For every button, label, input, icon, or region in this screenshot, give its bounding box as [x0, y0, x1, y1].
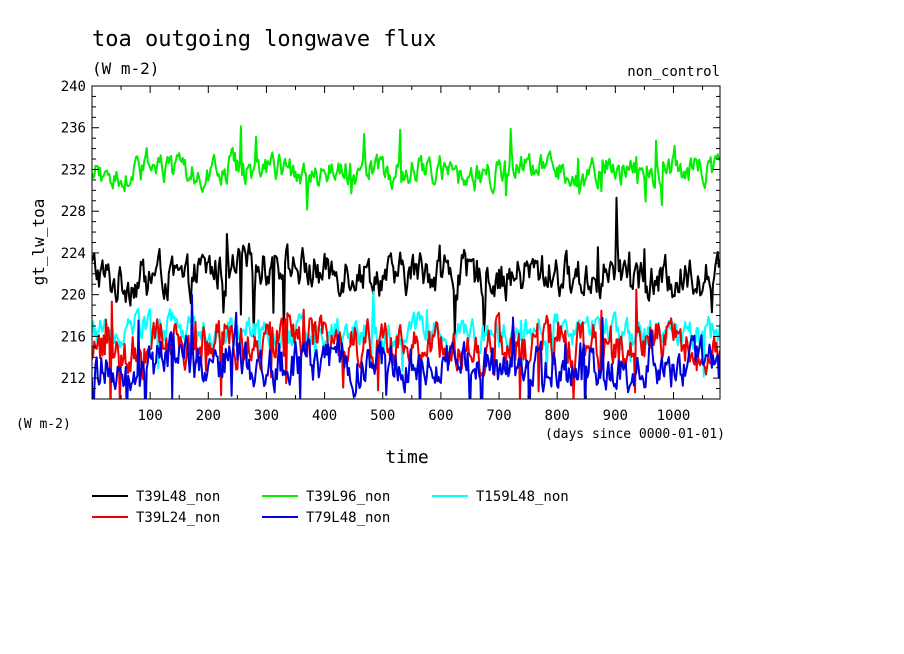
y-tick-label: 228 — [61, 204, 86, 220]
x-tick-label: 800 — [545, 408, 570, 424]
y-tick-label: 224 — [61, 246, 86, 262]
y-ticks: 212 216 220 224 228 232 236 240 — [61, 79, 720, 390]
x-tick-label: 200 — [196, 408, 221, 424]
y-tick-label: 240 — [61, 79, 86, 95]
x-tick-label: 300 — [254, 408, 279, 424]
legend-label: T39L96_non — [306, 489, 390, 505]
series-line-T39L96_non — [92, 125, 720, 211]
series-line-T39L24_non — [92, 288, 720, 399]
run-label: non_control — [627, 64, 720, 80]
chart-subtitle: (W m-2) — [92, 59, 159, 78]
series-layer — [92, 125, 720, 399]
y-axis-label: gt_lw_toa — [29, 199, 48, 286]
legend-label: T159L48_non — [476, 489, 569, 505]
x-tick-label: 500 — [370, 408, 395, 424]
y-tick-label: 212 — [61, 371, 86, 387]
y-axis-unit: (W m-2) — [16, 417, 71, 432]
legend: T39L48_non T39L96_non T159L48_non T39L24_no… — [92, 489, 569, 526]
legend-label: T39L24_non — [136, 510, 220, 526]
y-tick-label: 236 — [61, 121, 86, 137]
x-tick-label: 1000 — [657, 408, 691, 424]
y-tick-label: 220 — [61, 288, 86, 304]
x-tick-label: 900 — [603, 408, 628, 424]
x-tick-label: 100 — [137, 408, 162, 424]
series-line-T39L48_non — [92, 196, 720, 338]
x-tick-label: 400 — [312, 408, 337, 424]
x-tick-label: 700 — [486, 408, 511, 424]
x-axis-unit: (days since 0000-01-01) — [545, 427, 725, 442]
y-tick-label: 232 — [61, 162, 86, 178]
x-ticks: 100 200 300 400 500 600 700 800 900 1000 — [120, 86, 704, 424]
legend-label: T79L48_non — [306, 510, 390, 526]
x-tick-label: 600 — [428, 408, 453, 424]
chart-title: toa outgoing longwave flux — [92, 27, 436, 52]
y-tick-label: 216 — [61, 329, 86, 345]
series-line-T79L48_non — [92, 294, 720, 399]
x-axis-label: time — [385, 447, 428, 468]
legend-label: T39L48_non — [136, 489, 220, 505]
